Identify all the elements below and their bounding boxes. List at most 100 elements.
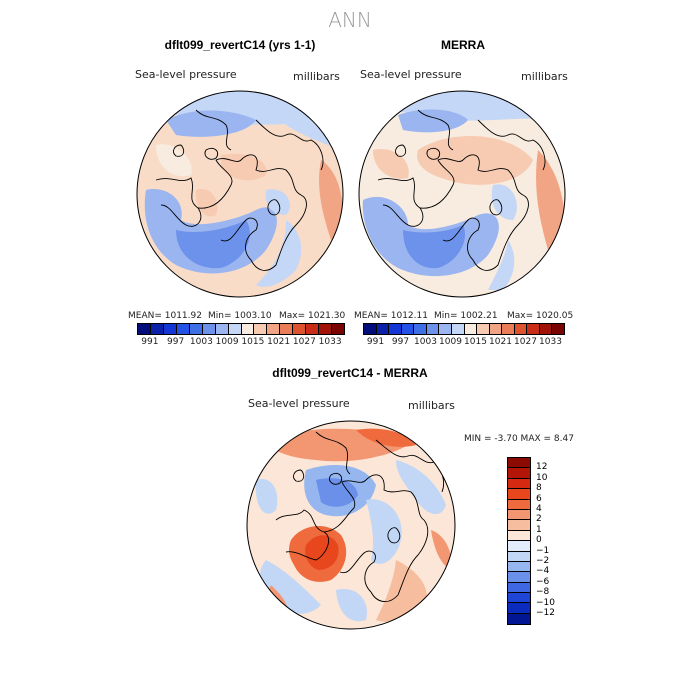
diff-colorbar-labels: 12 10 8 6 4 2 1 0 −1 −2 −4 −6 −8 −10 −12: [536, 457, 566, 623]
diff-colorbar-level-label: 8: [536, 483, 542, 494]
colorbar-tick-label: 1003: [189, 337, 213, 347]
colorbar-swatch: [426, 324, 440, 334]
colorbar-tick-label: 1021: [489, 337, 512, 347]
colorbar-swatch: [267, 324, 281, 334]
right-colorbar-ticks: 991 997 1003 1009 1015 1021 1027 1033: [363, 337, 563, 349]
colorbar-swatch: [539, 324, 553, 334]
diff-colorbar-swatch: [508, 530, 530, 542]
colorbar-swatch: [552, 324, 564, 334]
diff-colorbar-swatch: [508, 603, 530, 614]
right-panel-title: MERRA: [441, 38, 485, 52]
left-mean-stat: MEAN= 1011.92: [128, 311, 202, 321]
colorbar-tick-label: 1015: [464, 337, 487, 347]
colorbar-tick-label: 1027: [292, 337, 316, 347]
diff-colorbar-swatch: [508, 509, 530, 521]
diff-colorbar-level-label: 0: [536, 535, 542, 546]
right-mean-stat: MEAN= 1012.11: [354, 311, 428, 321]
diff-colorbar-level-label: 2: [536, 514, 542, 525]
colorbar-tick-label: 1015: [241, 337, 265, 347]
colorbar-swatch: [280, 324, 294, 334]
diff-colorbar-swatch: [508, 468, 530, 479]
colorbar-swatch: [241, 324, 255, 334]
right-max-stat: Max= 1020.05: [507, 311, 574, 321]
diff-colorbar-level-label: 6: [536, 493, 542, 504]
colorbar-swatch: [401, 324, 415, 334]
colorbar-tick-label: 1009: [215, 337, 239, 347]
left-variable-label: Sea-level pressure: [135, 68, 237, 81]
colorbar-swatch: [376, 324, 390, 334]
colorbar-swatch: [202, 324, 216, 334]
diff-colorbar-level-label: 12: [536, 462, 548, 473]
diff-colorbar-level-label: −2: [536, 556, 550, 566]
diff-colorbar-swatch: [508, 561, 530, 573]
colorbar-tick-label: 1033: [539, 337, 562, 347]
colorbar-swatch: [477, 324, 490, 334]
colorbar-swatch: [150, 324, 164, 334]
right-colorbar: [363, 323, 565, 335]
diff-colorbar-level-label: −8: [536, 587, 550, 598]
left-max-stat: Max= 1021.30: [279, 311, 346, 321]
colorbar-swatch: [464, 324, 478, 334]
page-title: ANN: [328, 8, 372, 32]
colorbar-swatch: [319, 324, 333, 334]
diff-colorbar-swatch: [508, 551, 530, 562]
colorbar-swatch: [489, 324, 503, 334]
colorbar-tick-label: 1033: [318, 337, 342, 347]
diff-colorbar-swatch: [508, 520, 530, 531]
colorbar-swatch: [502, 324, 515, 334]
colorbar-swatch: [254, 324, 268, 334]
diff-colorbar: [507, 457, 531, 626]
colorbar-tick-label: 1021: [267, 337, 291, 347]
diff-colorbar-swatch: [508, 593, 530, 604]
right-variable-label: Sea-level pressure: [360, 68, 462, 81]
colorbar-tick-label: 991: [141, 337, 159, 347]
left-panel-title: dflt099_revertC14 (yrs 1-1): [164, 38, 316, 52]
diff-colorbar-level-label: −4: [536, 566, 550, 577]
diff-polar-map: [246, 420, 456, 630]
colorbar-swatch: [332, 324, 344, 334]
colorbar-swatch: [228, 324, 242, 334]
colorbar-tick-label: 1009: [439, 337, 462, 347]
diff-colorbar-swatch: [508, 499, 530, 510]
diff-colorbar-swatch: [508, 541, 530, 552]
colorbar-tick-label: 1027: [514, 337, 537, 347]
diff-panel-title: dflt099_revertC14 - MERRA: [272, 366, 428, 380]
colorbar-swatch: [306, 324, 320, 334]
diff-colorbar-level-label: −6: [536, 576, 550, 587]
colorbar-swatch: [364, 324, 377, 334]
colorbar-tick-label: 997: [391, 337, 410, 347]
colorbar-swatch: [163, 324, 177, 334]
colorbar-swatch: [527, 324, 540, 334]
right-units-label: millibars: [521, 70, 568, 83]
left-polar-map: [136, 90, 344, 298]
diff-minmax-stat: MIN = -3.70 MAX = 8.47: [464, 434, 574, 444]
diff-colorbar-swatch: [508, 458, 530, 469]
diff-colorbar-swatch: [508, 582, 530, 594]
right-min-stat: Min= 1002.21: [434, 311, 498, 321]
diff-colorbar-swatch: [508, 572, 530, 583]
colorbar-swatch: [451, 324, 465, 334]
diff-colorbar-swatch: [508, 489, 530, 500]
colorbar-swatch: [176, 324, 190, 334]
right-polar-map: [358, 90, 566, 298]
colorbar-tick-label: 1003: [414, 337, 437, 347]
diff-variable-label: Sea-level pressure: [248, 397, 350, 410]
colorbar-swatch: [514, 324, 528, 334]
colorbar-swatch: [138, 324, 151, 334]
diff-colorbar-level-label: −10: [536, 597, 555, 608]
left-colorbar-ticks: 991 997 1003 1009 1015 1021 1027 1033: [137, 337, 343, 349]
left-min-stat: Min= 1003.10: [208, 311, 272, 321]
colorbar-swatch: [414, 324, 427, 334]
colorbar-tick-label: 991: [366, 337, 385, 347]
colorbar-swatch: [293, 324, 307, 334]
diff-colorbar-level-label: 10: [536, 472, 548, 483]
colorbar-swatch: [215, 324, 229, 334]
colorbar-swatch: [439, 324, 452, 334]
left-colorbar: [137, 323, 345, 335]
diff-colorbar-swatch: [508, 613, 530, 625]
diff-colorbar-swatch: [508, 478, 530, 490]
diff-colorbar-level-label: 4: [536, 504, 542, 514]
diff-colorbar-level-label: −12: [536, 608, 555, 618]
colorbar-swatch: [189, 324, 203, 334]
diff-units-label: millibars: [408, 399, 455, 412]
